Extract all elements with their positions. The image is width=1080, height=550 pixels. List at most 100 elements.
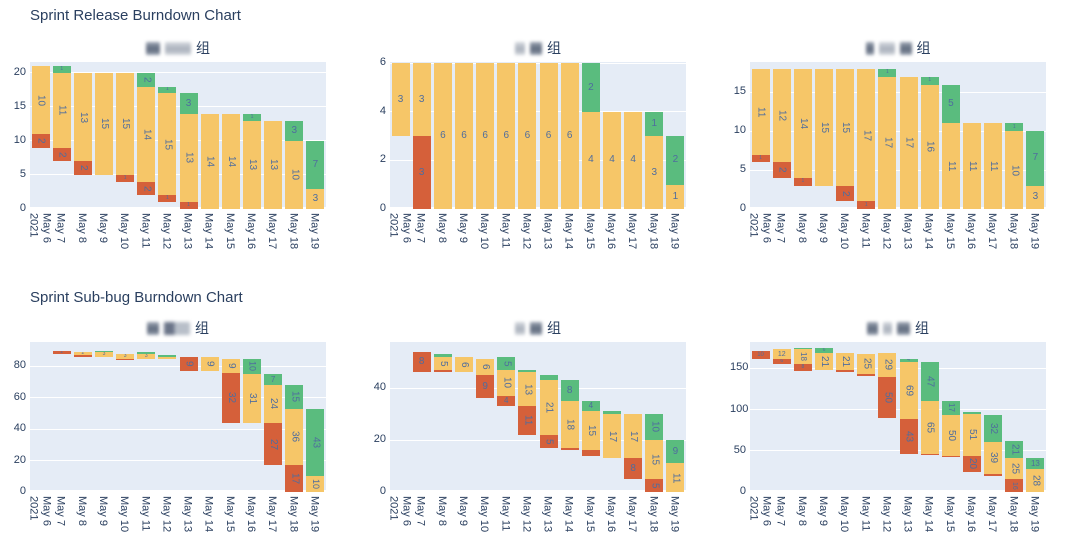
- bar-segment-yellow[interactable]: 6: [497, 63, 516, 209]
- bar-segment-yellow[interactable]: 15: [645, 440, 664, 480]
- bar-segment-green[interactable]: 10: [645, 414, 664, 441]
- bar-segment-yellow[interactable]: 17: [602, 414, 622, 459]
- bar-segment-yellow[interactable]: 11: [941, 123, 960, 209]
- bar-segment-yellow[interactable]: 11: [962, 123, 982, 209]
- bar-segment-green[interactable]: 2: [137, 72, 156, 87]
- bar-segment-orange[interactable]: 32: [221, 372, 240, 423]
- bar-segment-green[interactable]: 1: [158, 86, 177, 94]
- bar-segment-green[interactable]: 2: [666, 136, 685, 185]
- bar-segment-green[interactable]: [539, 375, 558, 381]
- bar-segment-yellow[interactable]: 14: [137, 86, 156, 182]
- bar-segment-orange[interactable]: 2: [836, 185, 855, 202]
- bar-segment-yellow[interactable]: 17: [899, 76, 918, 209]
- bar-segment-orange[interactable]: 1: [179, 202, 198, 209]
- bar-segment-yellow[interactable]: 6: [454, 356, 474, 373]
- bar-segment-green[interactable]: [433, 354, 452, 357]
- bar-segment-yellow[interactable]: 50: [941, 414, 960, 456]
- bar-segment-orange[interactable]: 9: [476, 375, 495, 399]
- bar-segment-yellow[interactable]: 11: [52, 72, 71, 148]
- bar-segment-yellow[interactable]: 17: [857, 69, 876, 202]
- bar-segment-orange[interactable]: 27: [264, 422, 283, 466]
- bar-segment-yellow[interactable]: 10: [31, 66, 50, 135]
- bar-segment-yellow[interactable]: 21: [539, 380, 558, 435]
- bar-segment-green[interactable]: [94, 350, 114, 353]
- bar-segment-green[interactable]: 1: [878, 69, 897, 77]
- bar-segment-orange[interactable]: 8: [793, 364, 812, 371]
- bar-segment-yellow[interactable]: 15: [158, 93, 177, 196]
- bar-segment-orange[interactable]: 50: [878, 376, 897, 418]
- bar-segment-orange[interactable]: [560, 447, 579, 451]
- bar-segment-green[interactable]: 21: [1005, 440, 1024, 459]
- bar-segment-orange[interactable]: 16: [1005, 478, 1024, 492]
- bar-segment-orange[interactable]: 2: [31, 134, 50, 148]
- bar-segment-green[interactable]: 5: [497, 356, 516, 370]
- bar-segment-orange[interactable]: 9: [179, 356, 198, 372]
- bar-segment-orange[interactable]: 5: [539, 434, 558, 448]
- bar-segment-yellow[interactable]: 6: [476, 63, 495, 209]
- bar-segment-yellow[interactable]: 9: [200, 356, 219, 372]
- bar-segment-yellow[interactable]: 11: [984, 123, 1003, 209]
- bar-segment-green[interactable]: 4: [899, 358, 918, 362]
- bar-segment-yellow[interactable]: 13: [518, 372, 537, 407]
- bar-segment-yellow[interactable]: 1: [666, 184, 685, 209]
- bar-segment-green[interactable]: 8: [560, 380, 579, 402]
- bar-segment-yellow[interactable]: 21: [814, 352, 834, 371]
- bar-segment-orange[interactable]: 5: [645, 479, 664, 492]
- bar-segment-orange[interactable]: 2: [137, 181, 156, 196]
- bar-segment-yellow[interactable]: 16: [920, 84, 939, 209]
- bar-segment-yellow[interactable]: 3: [306, 188, 325, 209]
- bar-segment-green[interactable]: [518, 369, 537, 373]
- bar-segment-green[interactable]: [158, 355, 177, 357]
- bar-segment-orange[interactable]: [433, 369, 452, 373]
- bar-segment-yellow[interactable]: 4: [624, 111, 643, 209]
- bar-segment-yellow[interactable]: 10: [306, 476, 325, 492]
- bar-segment-yellow[interactable]: 6: [476, 359, 495, 376]
- bar-segment-green[interactable]: 7: [264, 374, 283, 386]
- bar-segment-orange[interactable]: 20: [962, 455, 982, 473]
- bar-segment-yellow[interactable]: 29: [878, 352, 897, 377]
- bar-segment-yellow[interactable]: 18: [793, 349, 812, 365]
- bar-segment-green[interactable]: 5: [941, 84, 960, 124]
- bar-segment-orange[interactable]: 1: [158, 195, 177, 203]
- bar-segment-yellow[interactable]: 24: [264, 385, 283, 423]
- bar-segment-orange[interactable]: 2: [73, 161, 92, 175]
- bar-segment-yellow[interactable]: 12: [772, 349, 791, 360]
- bar-segment-green[interactable]: 15: [285, 385, 304, 409]
- bar-segment-yellow[interactable]: 3: [412, 63, 431, 137]
- bar-segment-orange[interactable]: [836, 370, 855, 372]
- bar-segment-yellow[interactable]: 15: [814, 69, 834, 186]
- bar-segment-yellow[interactable]: 14: [221, 113, 240, 209]
- bar-segment-orange[interactable]: [941, 455, 960, 457]
- bar-segment-orange[interactable]: 1: [751, 154, 770, 163]
- bar-segment-orange[interactable]: [73, 355, 92, 357]
- bar-segment-yellow[interactable]: 18: [560, 401, 579, 448]
- bar-segment-yellow[interactable]: 3: [94, 352, 114, 357]
- bar-segment-yellow[interactable]: 15: [581, 411, 600, 451]
- bar-segment-yellow[interactable]: 6: [539, 63, 558, 209]
- bar-segment-yellow[interactable]: 13: [242, 120, 262, 209]
- bar-segment-orange[interactable]: 17: [285, 465, 304, 492]
- bar-segment-yellow[interactable]: 9: [221, 358, 240, 373]
- bar-segment-orange[interactable]: 1: [116, 174, 135, 182]
- bar-segment-orange[interactable]: 6: [772, 359, 791, 365]
- bar-segment-orange[interactable]: 3: [412, 136, 431, 209]
- bar-segment-yellow[interactable]: 11: [666, 463, 685, 492]
- bar-segment-orange[interactable]: 4: [497, 395, 516, 407]
- bar-segment-yellow[interactable]: 15: [836, 69, 855, 186]
- bar-segment-yellow[interactable]: 28: [1026, 468, 1045, 492]
- bar-segment-orange[interactable]: [920, 453, 939, 455]
- bar-segment-yellow[interactable]: 3: [137, 353, 156, 359]
- bar-segment-orange[interactable]: [116, 358, 135, 361]
- bar-segment-green[interactable]: 10: [242, 358, 262, 375]
- bar-segment-green[interactable]: 13: [1026, 458, 1045, 469]
- bar-segment-yellow[interactable]: 6: [454, 63, 474, 209]
- bar-segment-yellow[interactable]: 12: [772, 69, 791, 163]
- bar-segment-green[interactable]: 17: [941, 400, 960, 415]
- bar-segment-yellow[interactable]: 21: [836, 352, 855, 371]
- bar-segment-green[interactable]: 2: [581, 63, 600, 112]
- bar-segment-yellow[interactable]: 2: [73, 352, 92, 356]
- bar-segment-yellow[interactable]: 6: [433, 63, 452, 209]
- bar-segment-green[interactable]: 3: [179, 93, 198, 114]
- bar-segment-yellow[interactable]: 3: [116, 353, 135, 359]
- bar-segment-orange[interactable]: 8: [412, 351, 431, 373]
